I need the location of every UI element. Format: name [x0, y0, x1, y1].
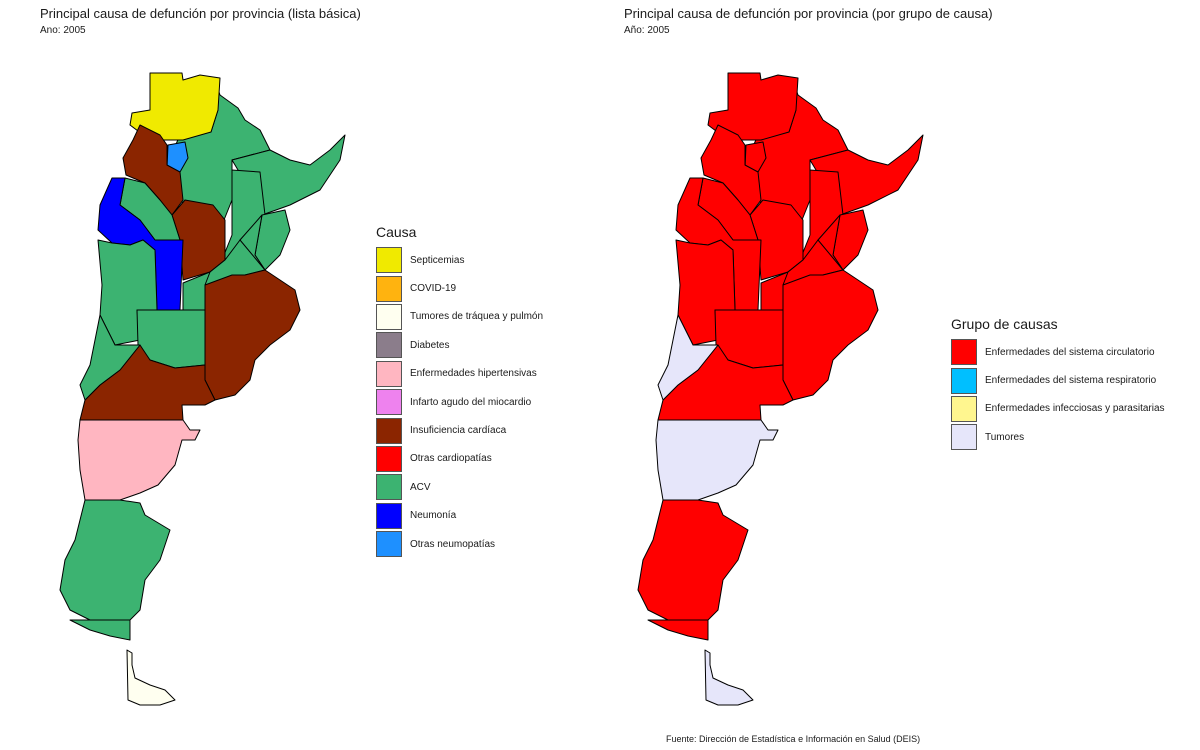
- left-legend-item: Otras neumopatías: [376, 530, 543, 558]
- left-legend-swatch: [376, 502, 402, 529]
- left-legend-swatch: [376, 445, 402, 472]
- right-legend-swatch: [951, 339, 977, 366]
- left-legend-label: Neumonía: [410, 510, 457, 522]
- left-legend-item: Septicemias: [376, 246, 543, 274]
- left-province-santacruz[interactable]: [69, 619, 131, 641]
- left-legend-item: COVID-19: [376, 274, 543, 302]
- source-note: Fuente: Dirección de Estadística e Infor…: [666, 734, 921, 744]
- left-legend-swatch: [376, 417, 402, 444]
- right-legend-label: Tumores: [985, 431, 1025, 443]
- left-province-chubut[interactable]: [59, 499, 171, 621]
- right-legend-swatch: [951, 395, 977, 422]
- right-legend-title: Grupo de causas: [951, 316, 1058, 332]
- left-legend-label: Infarto agudo del miocardio: [410, 396, 532, 408]
- right-legend-label: Enfermedades del sistema circulatorio: [985, 346, 1155, 358]
- left-legend-item: Neumonía: [376, 502, 543, 530]
- left-legend-swatch: [376, 474, 402, 501]
- right-legend-item: Enfermedades del sistema circulatorio: [951, 338, 1165, 366]
- left-legend-item: Infarto agudo del miocardio: [376, 388, 543, 416]
- left-legend-swatch: [376, 247, 402, 274]
- right-map-title: Principal causa de defunción por provinc…: [624, 6, 993, 21]
- left-legend-label: Tumores de tráquea y pulmón: [410, 311, 544, 323]
- right-legend-label: Enfermedades del sistema respiratorio: [985, 375, 1157, 387]
- left-legend-label: Otras cardiopatías: [410, 453, 492, 465]
- left-legend-item: ACV: [376, 473, 543, 501]
- right-legend-item: Enfermedades del sistema respiratorio: [951, 366, 1165, 394]
- left-province-neuquen[interactable]: [79, 314, 141, 401]
- right-province-chubut[interactable]: [637, 499, 749, 621]
- left-legend-label: ACV: [410, 481, 431, 493]
- right-province-neuquen[interactable]: [657, 314, 719, 401]
- right-map: [637, 72, 924, 706]
- left-legend-swatch: [376, 332, 402, 359]
- left-legend-label: Enfermedades hipertensivas: [410, 368, 537, 380]
- left-legend: Causa Septicemias COVID-19 Tumores de tráq…: [376, 224, 543, 558]
- left-map-subtitle: Ano: 2005: [40, 25, 86, 36]
- left-province-jujuy[interactable]: [129, 72, 221, 141]
- left-legend-item: Otras cardiopatías: [376, 445, 543, 473]
- left-legend-label: Otras neumopatías: [410, 538, 496, 550]
- right-legend-items: Enfermedades del sistema circulatorio Enf…: [951, 338, 1165, 452]
- left-legend-swatch: [376, 531, 402, 558]
- right-legend-swatch: [951, 424, 977, 451]
- right-legend-item: Tumores: [951, 423, 1165, 451]
- right-province-santacruz[interactable]: [647, 619, 709, 641]
- left-legend-swatch: [376, 275, 402, 302]
- left-legend-item: Diabetes: [376, 331, 543, 359]
- right-province-jujuy[interactable]: [707, 72, 799, 141]
- right-province-tierradelfuego[interactable]: [704, 649, 754, 706]
- left-legend-title: Causa: [376, 224, 417, 240]
- left-province-buenosaires[interactable]: [204, 269, 301, 401]
- left-legend-item: Enfermedades hipertensivas: [376, 360, 543, 388]
- right-province-rionegro[interactable]: [655, 419, 779, 501]
- left-legend-label: Septicemias: [410, 254, 465, 266]
- right-map-subtitle: Año: 2005: [624, 25, 670, 36]
- left-legend-item: Insuficiencia cardíaca: [376, 416, 543, 444]
- left-legend-item: Tumores de tráquea y pulmón: [376, 303, 543, 331]
- right-legend-item: Enfermedades infecciosas y parasitarias: [951, 395, 1165, 423]
- right-legend-label: Enfermedades infecciosas y parasitarias: [985, 403, 1165, 415]
- right-legend-swatch: [951, 367, 977, 394]
- left-map: [59, 72, 346, 706]
- left-map-title: Principal causa de defunción por provinc…: [40, 6, 361, 21]
- left-province-rionegro[interactable]: [77, 419, 201, 501]
- left-legend-label: Diabetes: [410, 339, 450, 351]
- right-legend: Grupo de causas Enfermedades del sistema…: [951, 316, 1165, 452]
- left-legend-label: Insuficiencia cardíaca: [410, 425, 507, 437]
- left-province-tierradelfuego[interactable]: [126, 649, 176, 706]
- right-province-buenosaires[interactable]: [782, 269, 879, 401]
- left-legend-label: COVID-19: [410, 283, 457, 295]
- left-legend-items: Septicemias COVID-19 Tumores de tráquea y …: [376, 246, 543, 558]
- left-legend-swatch: [376, 360, 402, 387]
- left-legend-swatch: [376, 389, 402, 416]
- left-legend-swatch: [376, 303, 402, 330]
